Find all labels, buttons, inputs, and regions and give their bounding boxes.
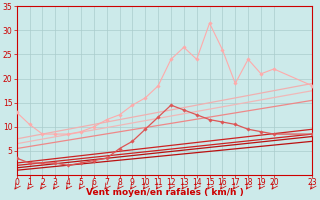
X-axis label: Vent moyen/en rafales ( km/h ): Vent moyen/en rafales ( km/h ) (86, 188, 244, 197)
